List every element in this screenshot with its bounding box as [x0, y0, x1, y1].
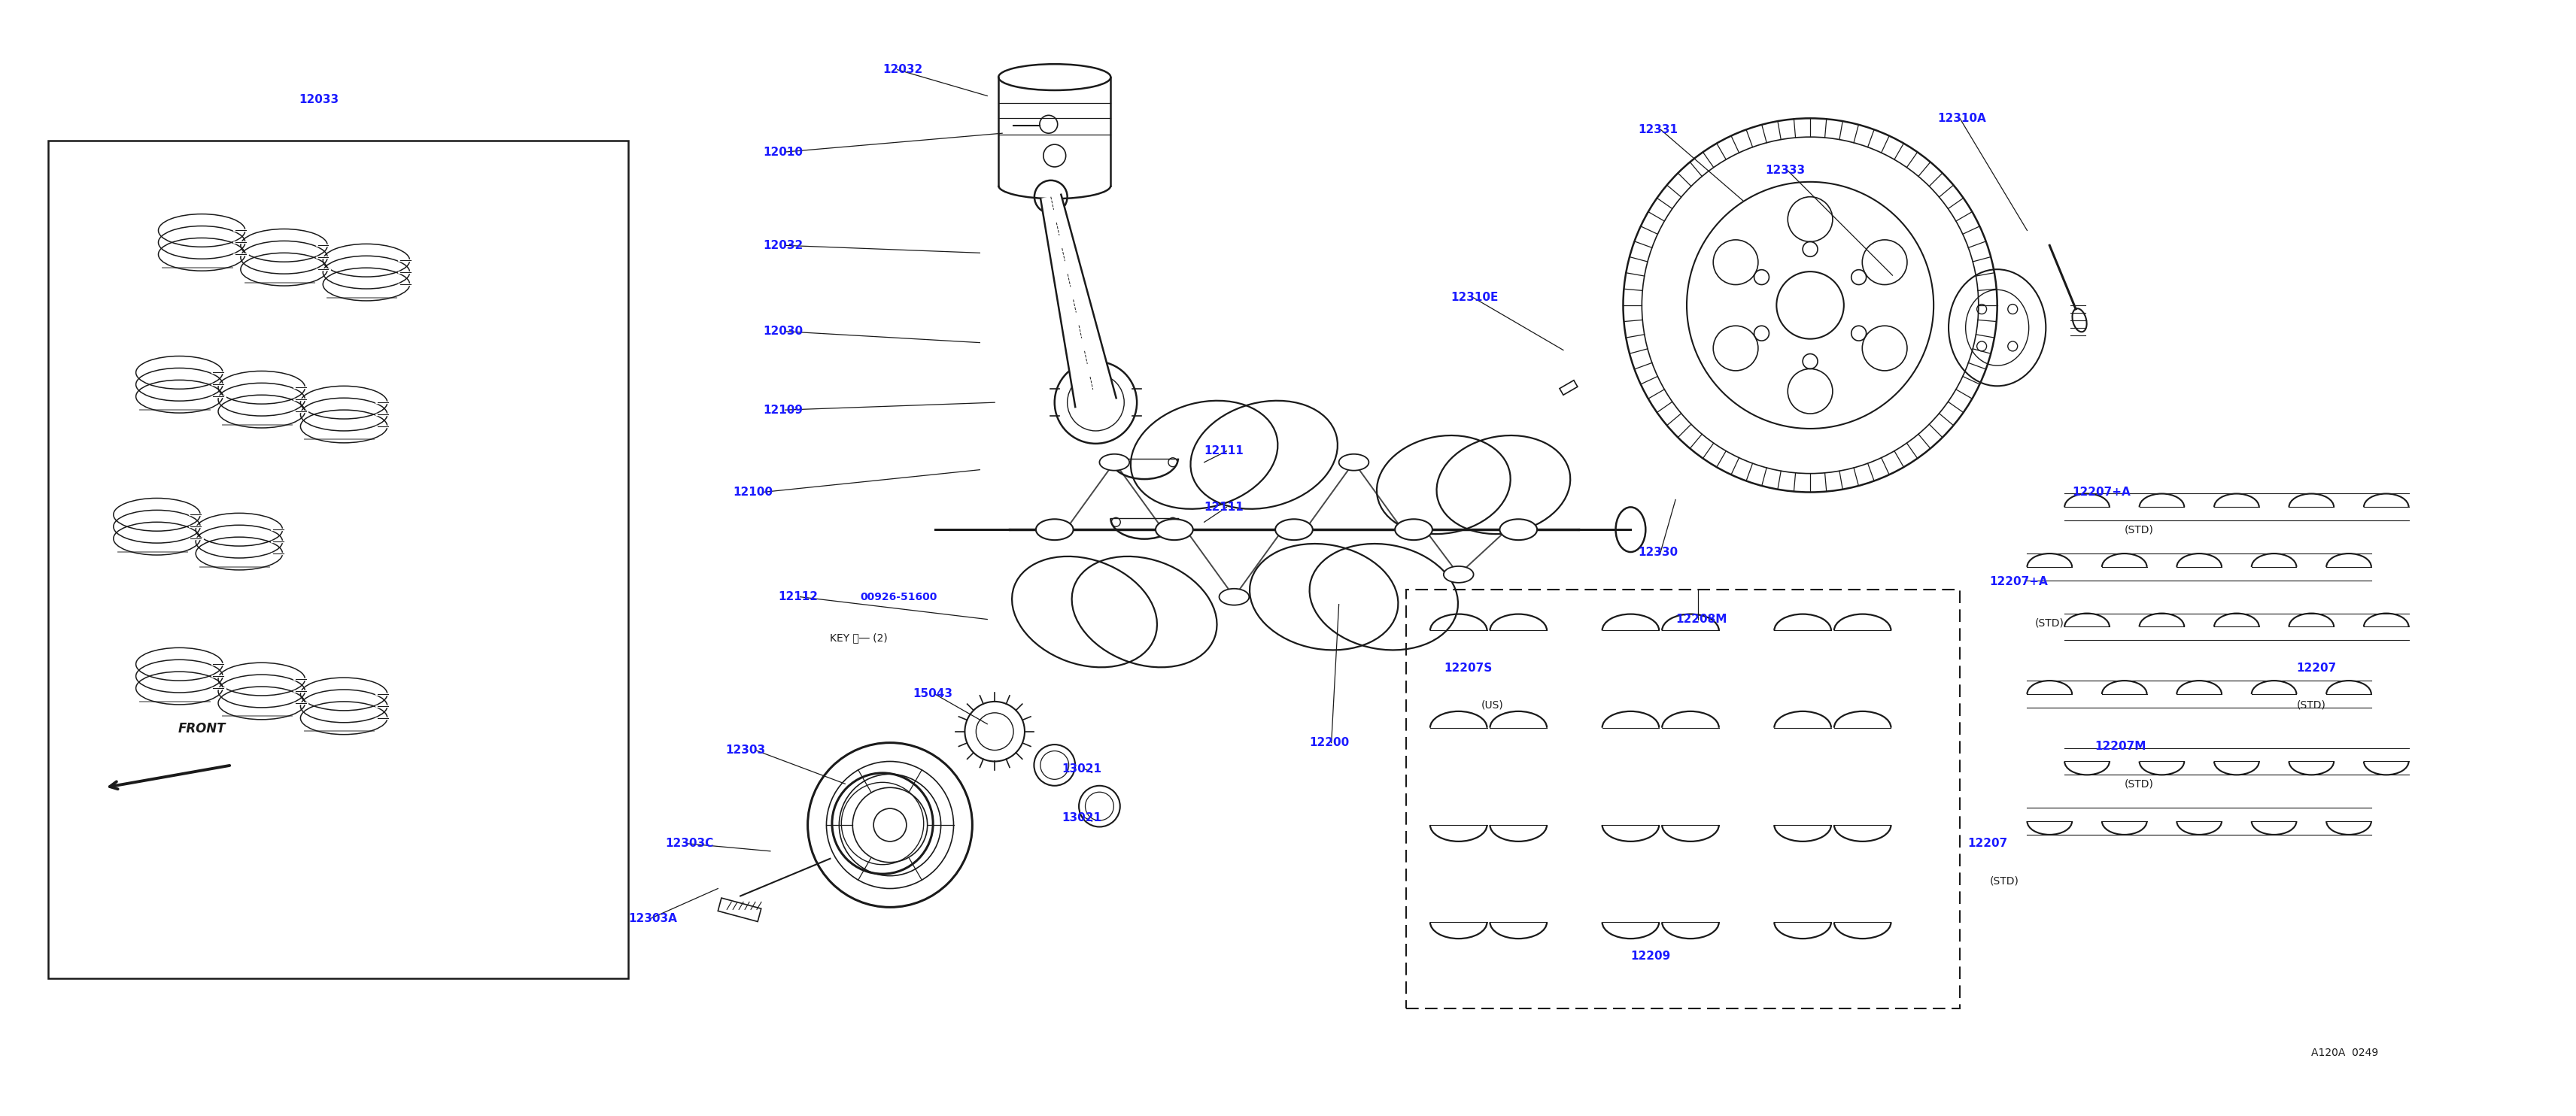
- Text: (US): (US): [1481, 700, 1504, 711]
- Text: 12032: 12032: [884, 64, 922, 75]
- Text: 12331: 12331: [1638, 124, 1677, 135]
- Text: KEY キ― (2): KEY キ― (2): [829, 633, 889, 643]
- Text: 12333: 12333: [1765, 165, 1806, 176]
- Text: 12010: 12010: [762, 146, 804, 157]
- Ellipse shape: [1396, 519, 1432, 540]
- Text: 12207S: 12207S: [1443, 662, 1492, 674]
- Ellipse shape: [1340, 454, 1368, 471]
- Ellipse shape: [1275, 519, 1314, 540]
- Text: 12208M: 12208M: [1674, 614, 1726, 625]
- Ellipse shape: [1443, 566, 1473, 583]
- Bar: [1558, 381, 1577, 395]
- Text: A120A  0249: A120A 0249: [2311, 1048, 2378, 1058]
- Text: 12303: 12303: [726, 744, 765, 756]
- Ellipse shape: [1218, 588, 1249, 605]
- Text: 12111: 12111: [1203, 445, 1244, 456]
- Text: 13021: 13021: [1061, 763, 1103, 775]
- Ellipse shape: [1157, 519, 1193, 540]
- Text: 12109: 12109: [762, 404, 804, 415]
- Text: 12207+A: 12207+A: [2071, 487, 2130, 498]
- Text: 12100: 12100: [734, 487, 773, 498]
- Text: 12303A: 12303A: [629, 913, 677, 924]
- Text: 12030: 12030: [762, 326, 804, 337]
- Bar: [1406, 589, 1960, 1008]
- Text: 12032: 12032: [762, 240, 804, 251]
- Text: 12207: 12207: [1968, 838, 2007, 849]
- Text: 12303C: 12303C: [665, 838, 714, 849]
- Text: 12310A: 12310A: [1937, 113, 1986, 124]
- Text: 12033: 12033: [299, 94, 340, 105]
- Text: FRONT: FRONT: [178, 722, 227, 735]
- Text: 12310E: 12310E: [1450, 292, 1499, 304]
- Text: 12207M: 12207M: [2094, 741, 2146, 752]
- Text: 12207+A: 12207+A: [1989, 576, 2048, 587]
- Text: (STD): (STD): [2125, 779, 2154, 789]
- Text: 12112: 12112: [778, 591, 817, 603]
- Text: (STD): (STD): [2125, 525, 2154, 535]
- Text: 00926-51600: 00926-51600: [860, 591, 938, 603]
- Text: 12111: 12111: [1203, 501, 1244, 512]
- Text: 15043: 15043: [912, 689, 953, 700]
- Text: 12209: 12209: [1631, 950, 1672, 962]
- Text: (STD): (STD): [2035, 618, 2063, 628]
- Text: 13021: 13021: [1061, 811, 1103, 824]
- Text: (STD): (STD): [1989, 876, 2020, 886]
- Bar: [719, 898, 760, 922]
- Bar: [49, 141, 629, 979]
- Ellipse shape: [1499, 519, 1538, 540]
- Ellipse shape: [1036, 519, 1074, 540]
- Polygon shape: [1041, 194, 1115, 407]
- Text: 12200: 12200: [1309, 737, 1350, 749]
- Text: 12207: 12207: [2295, 662, 2336, 674]
- Ellipse shape: [1100, 454, 1128, 471]
- Text: 12330: 12330: [1638, 547, 1677, 558]
- Text: (STD): (STD): [2295, 700, 2326, 711]
